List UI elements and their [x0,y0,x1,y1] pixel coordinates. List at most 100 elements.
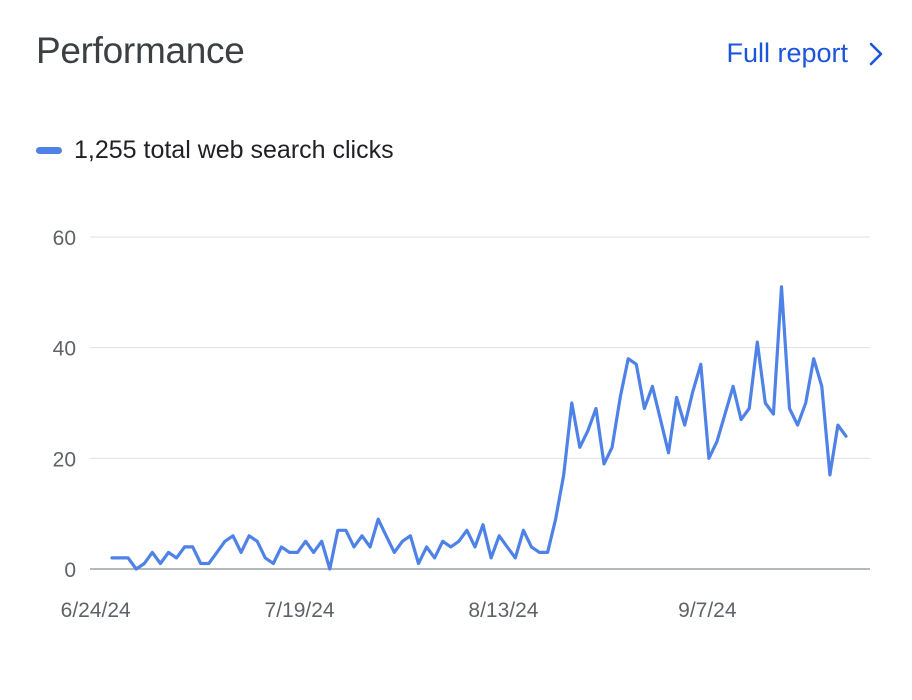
data-point [239,550,244,555]
data-point [844,434,849,439]
data-point [489,555,494,560]
data-point [666,450,671,455]
legend-label: 1,255 total web search clicks [74,136,394,164]
data-point [795,423,800,428]
data-point [247,533,252,538]
y-tick-label: 40 [53,338,76,361]
data-point [416,561,421,566]
data-point [182,544,187,549]
data-point [505,544,510,549]
data-point [134,567,139,572]
data-point [561,472,566,477]
chart-legend: 1,255 total web search clicks [36,136,394,165]
data-point [803,401,808,406]
data-point [311,550,316,555]
data-point [319,539,324,544]
data-point [529,544,534,549]
data-point [142,561,147,566]
data-point [255,539,260,544]
data-point [731,384,736,389]
data-point [303,539,308,544]
data-point [392,550,397,555]
data-point [610,445,615,450]
data-point [585,428,590,433]
data-point [432,555,437,560]
data-point [714,439,719,444]
data-point [214,550,219,555]
data-point [755,340,760,345]
data-point [723,412,728,417]
data-point [206,561,211,566]
full-report-label: Full report [726,38,848,68]
data-point [166,550,171,555]
x-tick-label: 6/24/24 [61,599,131,622]
data-point [343,528,348,533]
data-point [513,555,518,560]
data-point [658,417,663,422]
data-point [440,539,445,544]
data-point [626,356,631,361]
data-point [448,544,453,549]
data-point [174,555,179,560]
data-point [158,561,163,566]
y-tick-label: 20 [53,448,76,471]
data-point [222,539,227,544]
data-point [747,406,752,411]
data-point [456,539,461,544]
data-point [352,544,357,549]
data-point [690,389,695,394]
data-point [674,395,679,400]
data-point [819,384,824,389]
data-point [634,362,639,367]
data-point [335,528,340,533]
x-tick-label: 8/13/24 [468,599,538,622]
x-tick-label: 7/19/24 [265,599,335,622]
data-point [787,406,792,411]
data-point [577,445,582,450]
data-point [190,544,195,549]
series-line-web-search-clicks [110,285,848,571]
data-point [602,461,607,466]
data-point [279,544,284,549]
data-point [594,406,599,411]
data-point [150,550,155,555]
data-point [497,533,502,538]
data-point [763,401,768,406]
x-tick-label: 9/7/24 [678,599,737,622]
data-point [271,561,276,566]
data-point [360,533,365,538]
data-point [642,406,647,411]
data-point [473,544,478,549]
data-point [287,550,292,555]
data-point [698,362,703,367]
chevron-right-icon [869,42,883,65]
data-point [231,533,236,538]
y-tick-label: 60 [53,227,76,250]
data-point [739,417,744,422]
data-point [118,555,123,560]
data-point [198,561,203,566]
data-point [811,356,816,361]
data-point [779,284,784,289]
data-point [110,555,115,560]
data-point [650,384,655,389]
data-point [376,517,381,522]
data-point [263,555,268,560]
card-title: Performance [36,30,245,71]
data-point [384,533,389,538]
data-point [569,401,574,406]
data-point [537,550,542,555]
data-point [521,528,526,533]
data-point [424,544,429,549]
data-point [400,539,405,544]
data-point [827,472,832,477]
data-point [771,412,776,417]
data-point [126,555,131,560]
data-point [835,423,840,428]
data-point [618,395,623,400]
full-report-link[interactable]: Full report [726,38,886,69]
legend-swatch [36,147,62,154]
data-point [327,567,332,572]
y-tick-label: 0 [64,559,76,582]
